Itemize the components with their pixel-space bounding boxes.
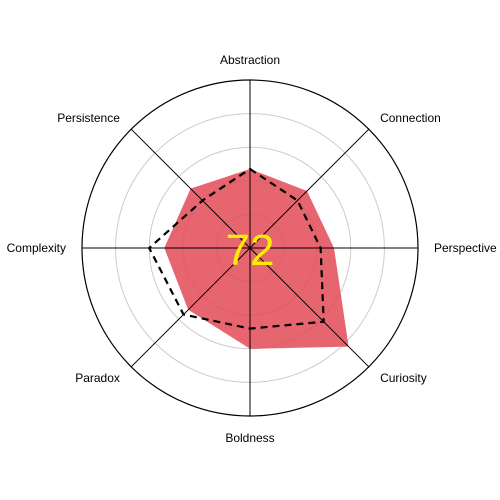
axis-spoke-connection bbox=[249, 128, 370, 249]
axis-label-complexity: Complexity bbox=[7, 241, 66, 255]
axis-spoke-paradox bbox=[130, 247, 251, 368]
axis-spoke-curiosity bbox=[249, 247, 370, 368]
axis-label-curiosity: Curiosity bbox=[380, 371, 427, 385]
series-filled-area bbox=[164, 169, 349, 349]
axis-label-persistence: Persistence bbox=[57, 111, 120, 125]
axis-label-abstraction: Abstraction bbox=[220, 53, 280, 67]
axis-label-connection: Connection bbox=[380, 111, 441, 125]
center-score: 72 bbox=[226, 226, 275, 275]
axis-label-boldness: Boldness bbox=[225, 431, 274, 445]
axis-label-perspective: Perspective bbox=[434, 241, 497, 255]
axis-labels: Abstraction Connection Perspective Curiosit… bbox=[7, 53, 497, 445]
axis-label-paradox: Paradox bbox=[75, 371, 120, 385]
axis-spoke-persistence bbox=[130, 128, 251, 249]
